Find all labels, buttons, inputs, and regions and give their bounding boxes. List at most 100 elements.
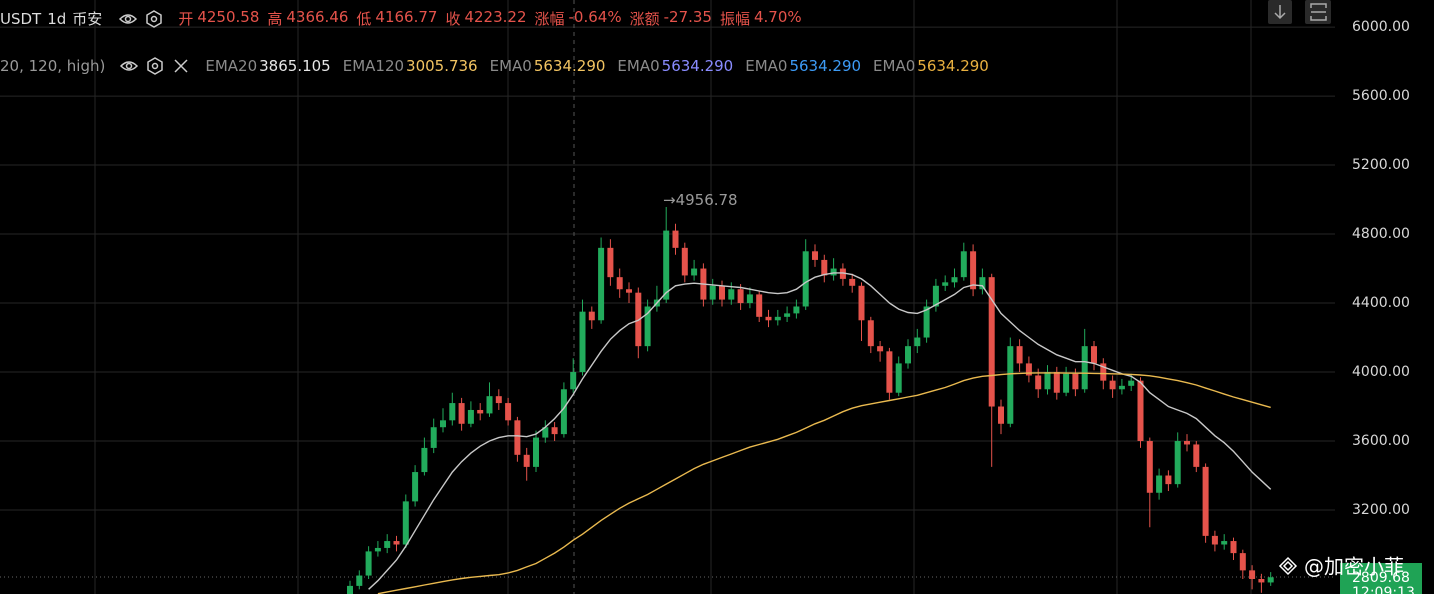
legend-value: 3865.105 [259,57,331,75]
quote-value: 4.70% [753,8,802,26]
candle-body [365,551,372,576]
y-tick-label: 4000.00 [1352,364,1410,380]
quote-values: 开 4250.58 高 4366.46 低 4166.77 收 4223.22 涨幅 -0.64%… [178,8,809,29]
candle-body [998,406,1004,424]
candle-body [412,472,419,502]
candle-body [533,437,539,467]
candle-body [1081,346,1088,390]
price-axis: 6000.00 5600.00 5200.00 4800.00 4400.00 4000.… [1352,19,1410,518]
candle-body [467,409,474,424]
quote-value: 4250.58 [197,8,260,26]
candle-body [551,427,558,435]
legend-name: EMA0 [745,57,788,75]
candle-body [1091,346,1097,364]
candle-body [849,278,856,286]
quote-value: 4166.77 [375,8,438,26]
candle-body [374,547,381,552]
candle-body [877,346,884,352]
ema-line [377,372,1271,594]
candle-body [812,251,818,260]
candle-body [393,541,400,545]
quote-label: 涨幅 [534,10,565,28]
candle-body [728,289,735,300]
candle-body [691,268,698,276]
candle-body [681,247,688,276]
legend-value: 5634.290 [533,57,606,75]
quote-label: 低 [356,10,372,28]
settings-icon[interactable] [145,57,165,75]
candle-body [1249,570,1256,579]
candle-body [1156,475,1163,493]
candle-body [774,316,781,321]
candle-body [886,351,893,393]
quote-value: -0.64% [568,8,622,26]
candle-body [1221,541,1228,545]
candle-body [1146,441,1153,493]
watermark: @加密小菲 [1304,555,1404,579]
price-grid [0,26,1335,511]
candle-body [784,313,791,317]
candle-body [923,306,930,338]
candle-body [542,427,549,438]
candle-body [514,420,521,455]
candle-body [1100,363,1107,381]
indicator-lines [368,272,1272,594]
candle-body [1016,346,1023,364]
candle-body [1202,466,1209,536]
candle-body [644,306,651,347]
y-tick-label: 6000.00 [1352,19,1410,35]
candle-body [802,251,809,307]
candle-body [1035,375,1042,390]
candle-body [486,396,493,414]
last-price: 2809.68 [1352,570,1410,586]
candle-body [830,268,837,276]
candle-body [663,230,670,300]
candle-body [970,251,977,290]
indicator-legend: EMA20 3865.105 EMA120 3005.736 EMA0 5634.290 E… [205,57,1001,75]
candle-body [839,268,846,279]
settings-icon[interactable] [144,9,164,28]
y-tick-label: 3600.00 [1352,433,1410,449]
legend-name: EMA20 [205,57,258,75]
candle-body [579,311,586,373]
exchange: 币安 [72,10,103,28]
legend-value: 3005.736 [406,57,478,75]
quote-label: 涨额 [629,10,660,28]
candle-body [384,541,391,548]
candle-body [495,396,502,404]
close-icon[interactable] [171,57,191,75]
candle-body [1174,441,1181,485]
candle-body [867,320,874,347]
candle-body [347,585,353,594]
candle-body [598,247,605,321]
candle-body [914,337,921,347]
candle-body [905,346,911,364]
y-tick-label: 4800.00 [1352,226,1410,242]
candle-body [430,427,437,448]
candle-body [1230,541,1237,554]
legend-name: EMA0 [873,57,916,75]
candle-body [1072,373,1079,390]
candle-body [1258,578,1265,583]
time-grid [94,0,1252,594]
eye-icon[interactable] [118,10,138,28]
candle-body [672,230,679,248]
indicator-header: 20, 120, high) EMA20 3865.105 EMA120 3005.7… [0,57,1001,75]
legend-name: EMA0 [489,57,532,75]
candle-body [709,285,716,300]
candle-body [960,251,967,278]
y-tick-label: 5600.00 [1352,88,1410,104]
quote-header: USDT 1d 币安 开 4250.58 高 4366.46 低 4166.77 收 4223… [0,8,810,29]
candle-body [858,285,865,321]
candle-body [616,277,623,290]
candle-body [458,403,465,424]
eye-icon[interactable] [119,57,139,75]
candle-body [449,403,456,421]
quote-value: 4223.22 [464,8,527,26]
down-icon [1274,5,1286,20]
candle-body [746,294,753,304]
candle-body [402,501,409,545]
candle-body [1165,475,1172,485]
candle-body [560,389,567,435]
